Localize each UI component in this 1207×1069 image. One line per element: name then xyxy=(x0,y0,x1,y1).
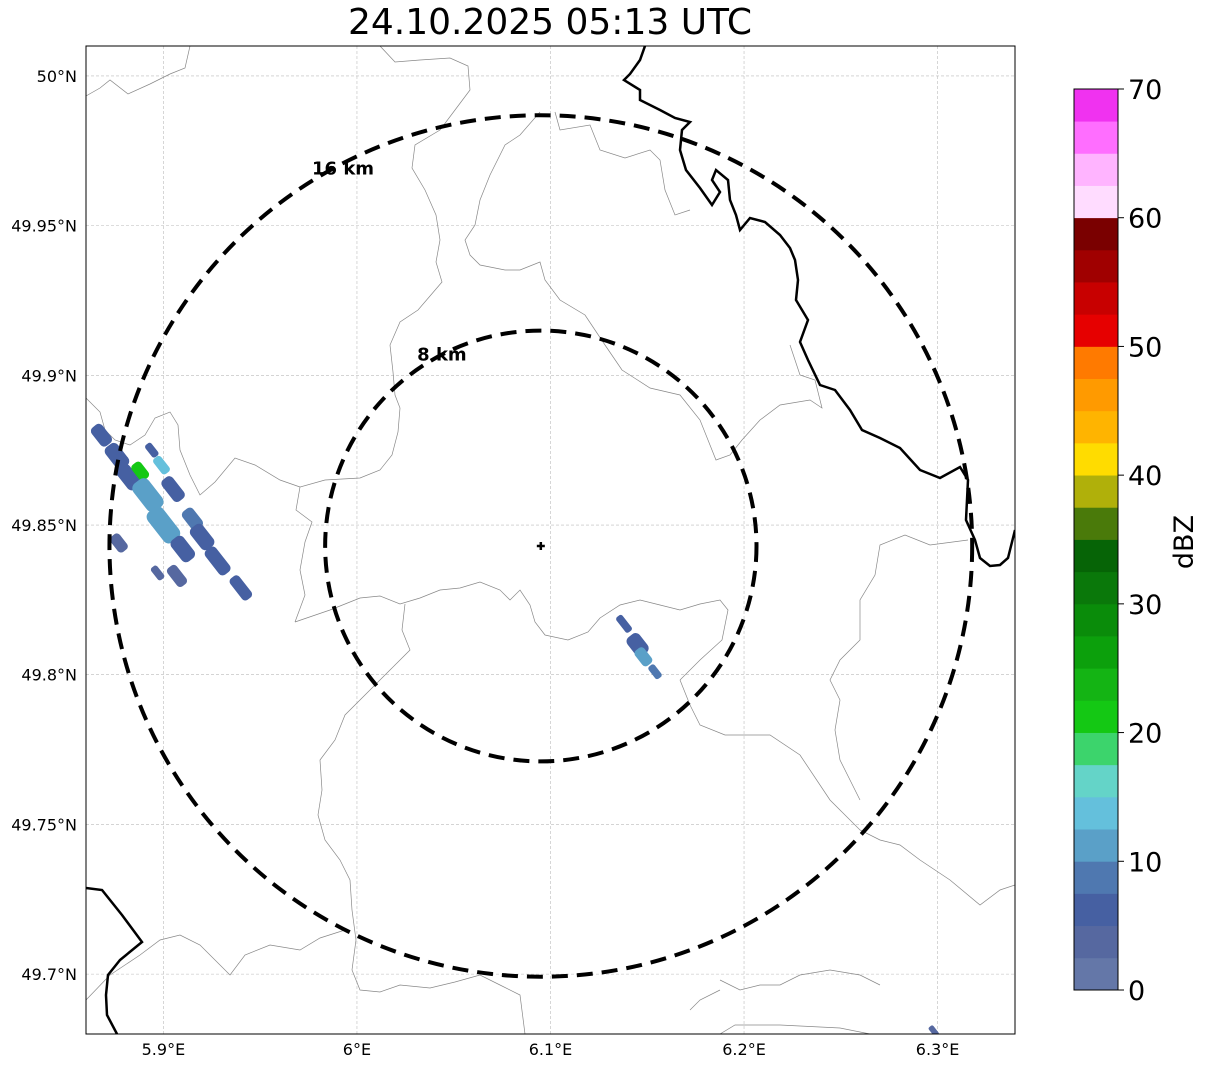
colorbar-frame xyxy=(1073,88,1119,991)
echo-cell xyxy=(161,476,185,503)
boundary-line xyxy=(719,969,881,991)
boundary-line xyxy=(86,929,346,1001)
colorbar-swatch xyxy=(1074,217,1118,251)
colorbar-swatch xyxy=(1074,121,1118,154)
colorbar-swatch xyxy=(1074,89,1118,122)
range-rings: 8 km 16 km xyxy=(107,113,975,979)
country-border xyxy=(86,886,144,1034)
colorbar-swatch xyxy=(1074,507,1118,540)
y-tick-label: 49.85°N xyxy=(11,516,77,535)
colorbar-swatch xyxy=(1074,346,1118,380)
colorbar-swatch xyxy=(1074,282,1118,315)
x-tick-label: 6.1°E xyxy=(529,1040,573,1059)
colorbar-tick-label: 50 xyxy=(1128,332,1162,363)
colorbar-swatch xyxy=(1074,764,1118,798)
colorbar-swatch xyxy=(1074,539,1118,573)
colorbar-swatch xyxy=(1074,475,1118,508)
axis-ticks: 5.9°E 6°E 6.1°E 6.2°E 6.3°E 50°N 49.95°N 49.9°N… xyxy=(11,67,959,1059)
range-ring xyxy=(107,113,975,979)
echo-cell xyxy=(131,461,150,481)
boundary-line xyxy=(464,111,823,461)
colorbar-swatch xyxy=(1074,185,1118,219)
echo-cell xyxy=(170,535,196,563)
colorbar-swatch xyxy=(1074,893,1118,927)
colorbar-swatch xyxy=(1074,410,1118,444)
colorbar-swatch xyxy=(1074,700,1118,733)
reflectivity-echoes xyxy=(90,423,939,1034)
colorbar-swatch xyxy=(1074,378,1118,412)
country-border xyxy=(622,46,1015,568)
map-frame xyxy=(85,45,1016,1035)
x-tick-label: 6.2°E xyxy=(722,1040,766,1059)
y-tick-label: 49.7°N xyxy=(21,965,77,984)
colorbar-swatch xyxy=(1074,732,1118,766)
map-title: 24.10.2025 05:13 UTC xyxy=(347,2,753,43)
colorbar-swatch xyxy=(1074,668,1118,701)
range-ring xyxy=(323,328,759,764)
administrative-boundaries xyxy=(86,46,1015,1034)
echo-cell xyxy=(229,575,253,601)
colorbar-swatch xyxy=(1074,957,1118,991)
colorbar-swatch xyxy=(1074,249,1118,283)
echo-cell xyxy=(150,565,165,581)
colorbar-swatch xyxy=(1074,636,1118,669)
colorbar-label: dBZ xyxy=(1169,515,1200,569)
colorbar-swatch xyxy=(1074,571,1118,605)
y-tick-label: 49.95°N xyxy=(11,217,77,236)
colorbar-swatch xyxy=(1074,314,1118,347)
radar-site-marker xyxy=(536,541,545,550)
colorbar-swatch xyxy=(1074,442,1118,476)
y-tick-label: 49.75°N xyxy=(11,815,77,834)
boundary-line xyxy=(689,989,721,1011)
echo-cell xyxy=(204,546,231,576)
y-tick-label: 50°N xyxy=(37,67,77,86)
colorbar-tick-label: 10 xyxy=(1128,847,1162,878)
echo-cell xyxy=(153,455,170,475)
colorbar-tick-label: 70 xyxy=(1128,75,1162,106)
boundary-line xyxy=(86,46,191,97)
y-tick-label: 49.9°N xyxy=(21,366,77,385)
country-borders xyxy=(86,46,1015,1034)
colorbar-swatch xyxy=(1074,861,1118,894)
colorbar-tick-label: 60 xyxy=(1128,204,1162,235)
boundary-line xyxy=(554,111,691,216)
colorbar-swatch xyxy=(1074,796,1118,830)
echo-cell xyxy=(146,506,181,544)
x-tick-label: 6°E xyxy=(343,1040,371,1059)
range-ring-label: 8 km xyxy=(417,344,467,365)
x-tick-label: 5.9°E xyxy=(142,1040,186,1059)
boundary-line xyxy=(294,46,471,623)
colorbar-swatch xyxy=(1074,829,1118,862)
colorbar-tick-label: 0 xyxy=(1128,976,1145,1007)
echo-cell xyxy=(189,523,215,551)
echo-cell xyxy=(648,664,662,680)
colorbar-tick-label: 30 xyxy=(1128,590,1162,621)
echo-cell xyxy=(166,564,188,588)
boundary-line xyxy=(294,581,729,681)
echo-cell xyxy=(132,478,164,513)
echo-cell xyxy=(90,423,113,447)
colorbar-swatch xyxy=(1074,153,1118,186)
colorbar-tick-label: 20 xyxy=(1128,719,1162,750)
echo-cell xyxy=(616,614,632,633)
x-tick-label: 6.3°E xyxy=(916,1040,960,1059)
echo-cell xyxy=(634,647,653,667)
map-background xyxy=(86,46,1015,1034)
boundary-line xyxy=(679,679,1015,906)
echo-cell xyxy=(145,442,159,458)
boundary-line xyxy=(719,1024,871,1034)
colorbar-swatch xyxy=(1074,925,1118,959)
colorbar-tick-label: 40 xyxy=(1128,461,1162,492)
echo-cell xyxy=(104,442,130,470)
colorbar-swatch xyxy=(1074,603,1118,637)
range-ring-label: 16 km xyxy=(312,159,374,180)
boundary-line xyxy=(86,397,301,496)
boundary-line xyxy=(317,603,526,1034)
echo-cell xyxy=(110,533,128,553)
y-tick-label: 49.8°N xyxy=(21,666,77,685)
boundary-line xyxy=(829,534,969,801)
